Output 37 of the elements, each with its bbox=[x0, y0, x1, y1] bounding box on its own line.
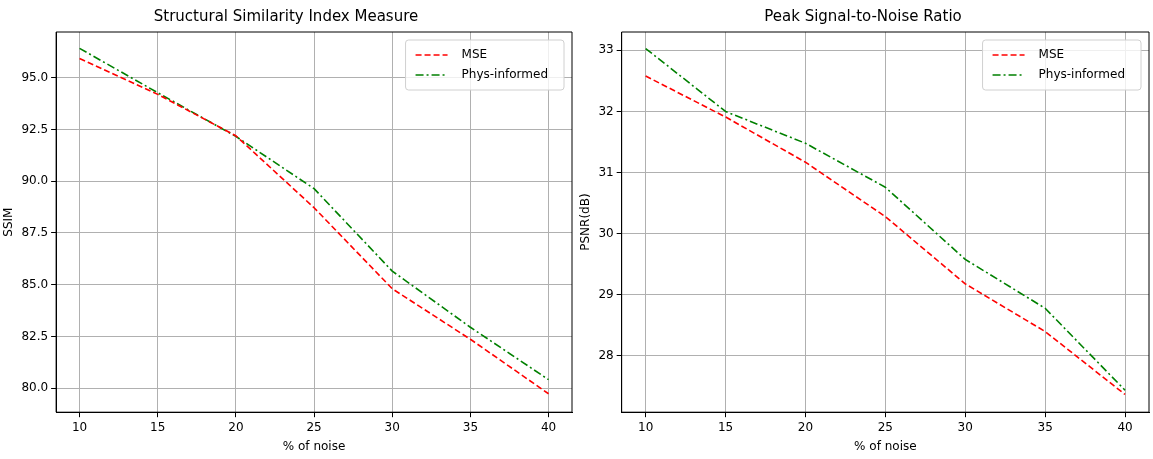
x-tick-label: 25 bbox=[877, 419, 893, 434]
x-tick-label: 20 bbox=[797, 419, 814, 434]
x-tick-label: 40 bbox=[540, 419, 557, 434]
y-tick-label: 82.5 bbox=[21, 328, 49, 343]
x-tick-label: 20 bbox=[228, 419, 244, 434]
y-tick-label: 28 bbox=[598, 348, 614, 363]
chart-title: Structural Similarity Index Measure bbox=[153, 6, 419, 25]
x-tick-label: 35 bbox=[462, 419, 479, 434]
y-tick-label: 90.0 bbox=[21, 173, 49, 188]
x-axis-title: % of noise bbox=[282, 438, 346, 453]
x-tick-label: 15 bbox=[150, 419, 166, 434]
legend-label: MSE bbox=[1038, 47, 1065, 62]
y-tick-label: 95.0 bbox=[21, 69, 49, 84]
legend-label: MSE bbox=[461, 47, 488, 62]
y-tick-label: 92.5 bbox=[21, 121, 49, 136]
x-axis-title: % of noise bbox=[854, 438, 917, 453]
x-tick-label: 30 bbox=[384, 419, 400, 434]
x-tick-label: 30 bbox=[957, 419, 973, 434]
x-tick-label: 40 bbox=[1117, 419, 1133, 434]
x-tick-label: 25 bbox=[306, 419, 322, 434]
y-tick-label: 30 bbox=[598, 225, 614, 240]
x-tick-label: 35 bbox=[1037, 419, 1053, 434]
y-axis-title: SSIM bbox=[1, 207, 16, 237]
y-tick-label: 85.0 bbox=[21, 276, 49, 291]
x-tick-label: 15 bbox=[717, 419, 734, 434]
y-tick-label: 29 bbox=[598, 286, 614, 301]
x-tick-label: 10 bbox=[638, 419, 654, 434]
y-axis-title: PSNR(dB) bbox=[578, 193, 593, 251]
y-tick-label: 32 bbox=[598, 103, 614, 118]
y-tick-label: 80.0 bbox=[21, 380, 49, 395]
chart-title: Peak Signal-to-Noise Ratio bbox=[764, 6, 962, 25]
legend-label: Phys-informed bbox=[1038, 67, 1126, 82]
y-tick-label: 31 bbox=[598, 164, 614, 179]
y-tick-label: 33 bbox=[598, 42, 614, 57]
y-tick-label: 87.5 bbox=[21, 225, 49, 240]
x-tick-label: 10 bbox=[71, 419, 88, 434]
legend-label: Phys-informed bbox=[461, 67, 549, 82]
